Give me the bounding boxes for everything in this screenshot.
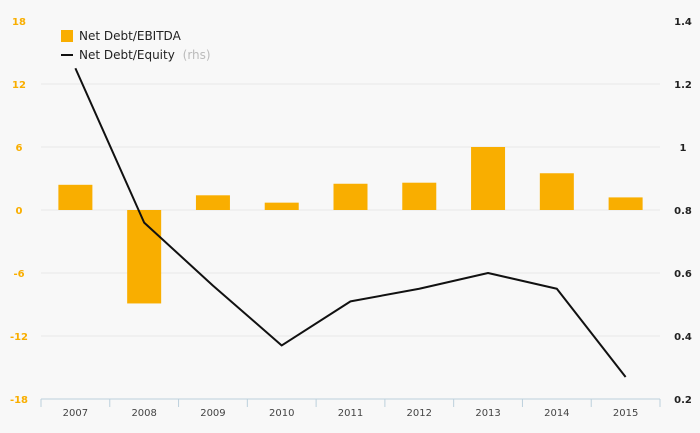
left-y-axis: 18 12 6 0 -6 -12 -18 xyxy=(10,17,28,406)
left-tick-label: -6 xyxy=(13,269,24,280)
bar xyxy=(333,183,368,210)
bar xyxy=(402,182,437,210)
right-tick-label: 1 xyxy=(680,143,687,154)
x-tick-label: 2008 xyxy=(131,408,156,419)
bar xyxy=(264,202,299,210)
line-series-net-debt-equity xyxy=(74,67,627,378)
bar xyxy=(58,184,93,210)
legend: Net Debt/EBITDA Net Debt/Equity (rhs) xyxy=(61,29,211,62)
x-tick-label: 2015 xyxy=(613,408,638,419)
legend-bar-swatch xyxy=(61,30,73,42)
right-tick-label: 0.8 xyxy=(674,206,692,217)
right-tick-label: 1.4 xyxy=(674,17,692,28)
left-tick-label: 0 xyxy=(16,206,23,217)
right-tick-label: 0.6 xyxy=(674,269,692,280)
bar xyxy=(195,195,230,210)
left-tick-label: 6 xyxy=(16,143,23,154)
bar xyxy=(608,197,643,210)
bar xyxy=(471,147,506,210)
legend-line-name: Net Debt/Equity xyxy=(79,48,175,62)
bar xyxy=(127,210,162,304)
x-tick-label: 2007 xyxy=(63,408,88,419)
left-tick-label: 18 xyxy=(12,17,26,28)
legend-bar-label: Net Debt/EBITDA xyxy=(79,29,182,43)
right-y-axis: 1.4 1.2 1 0.8 0.6 0.4 0.2 xyxy=(674,17,692,406)
bar-series xyxy=(58,147,643,304)
x-tick-label: 2014 xyxy=(544,408,569,419)
x-tick-label: 2012 xyxy=(407,408,432,419)
x-tick-label: 2010 xyxy=(269,408,294,419)
left-tick-label: -18 xyxy=(10,395,28,406)
right-tick-label: 0.2 xyxy=(674,395,692,406)
x-tick-label: 2009 xyxy=(200,408,225,419)
left-tick-label: 12 xyxy=(12,80,26,91)
right-tick-label: 0.4 xyxy=(674,332,692,343)
x-axis: 2007 2008 2009 2010 2011 2012 2013 2014 2015 xyxy=(40,398,661,419)
x-tick-label: 2011 xyxy=(338,408,363,419)
bar xyxy=(539,173,574,210)
legend-line-suffix: (rhs) xyxy=(183,48,211,62)
legend-line-label: Net Debt/Equity (rhs) xyxy=(79,48,211,62)
left-tick-label: -12 xyxy=(10,332,28,343)
right-tick-label: 1.2 xyxy=(674,80,692,91)
x-tick-label: 2013 xyxy=(475,408,500,419)
